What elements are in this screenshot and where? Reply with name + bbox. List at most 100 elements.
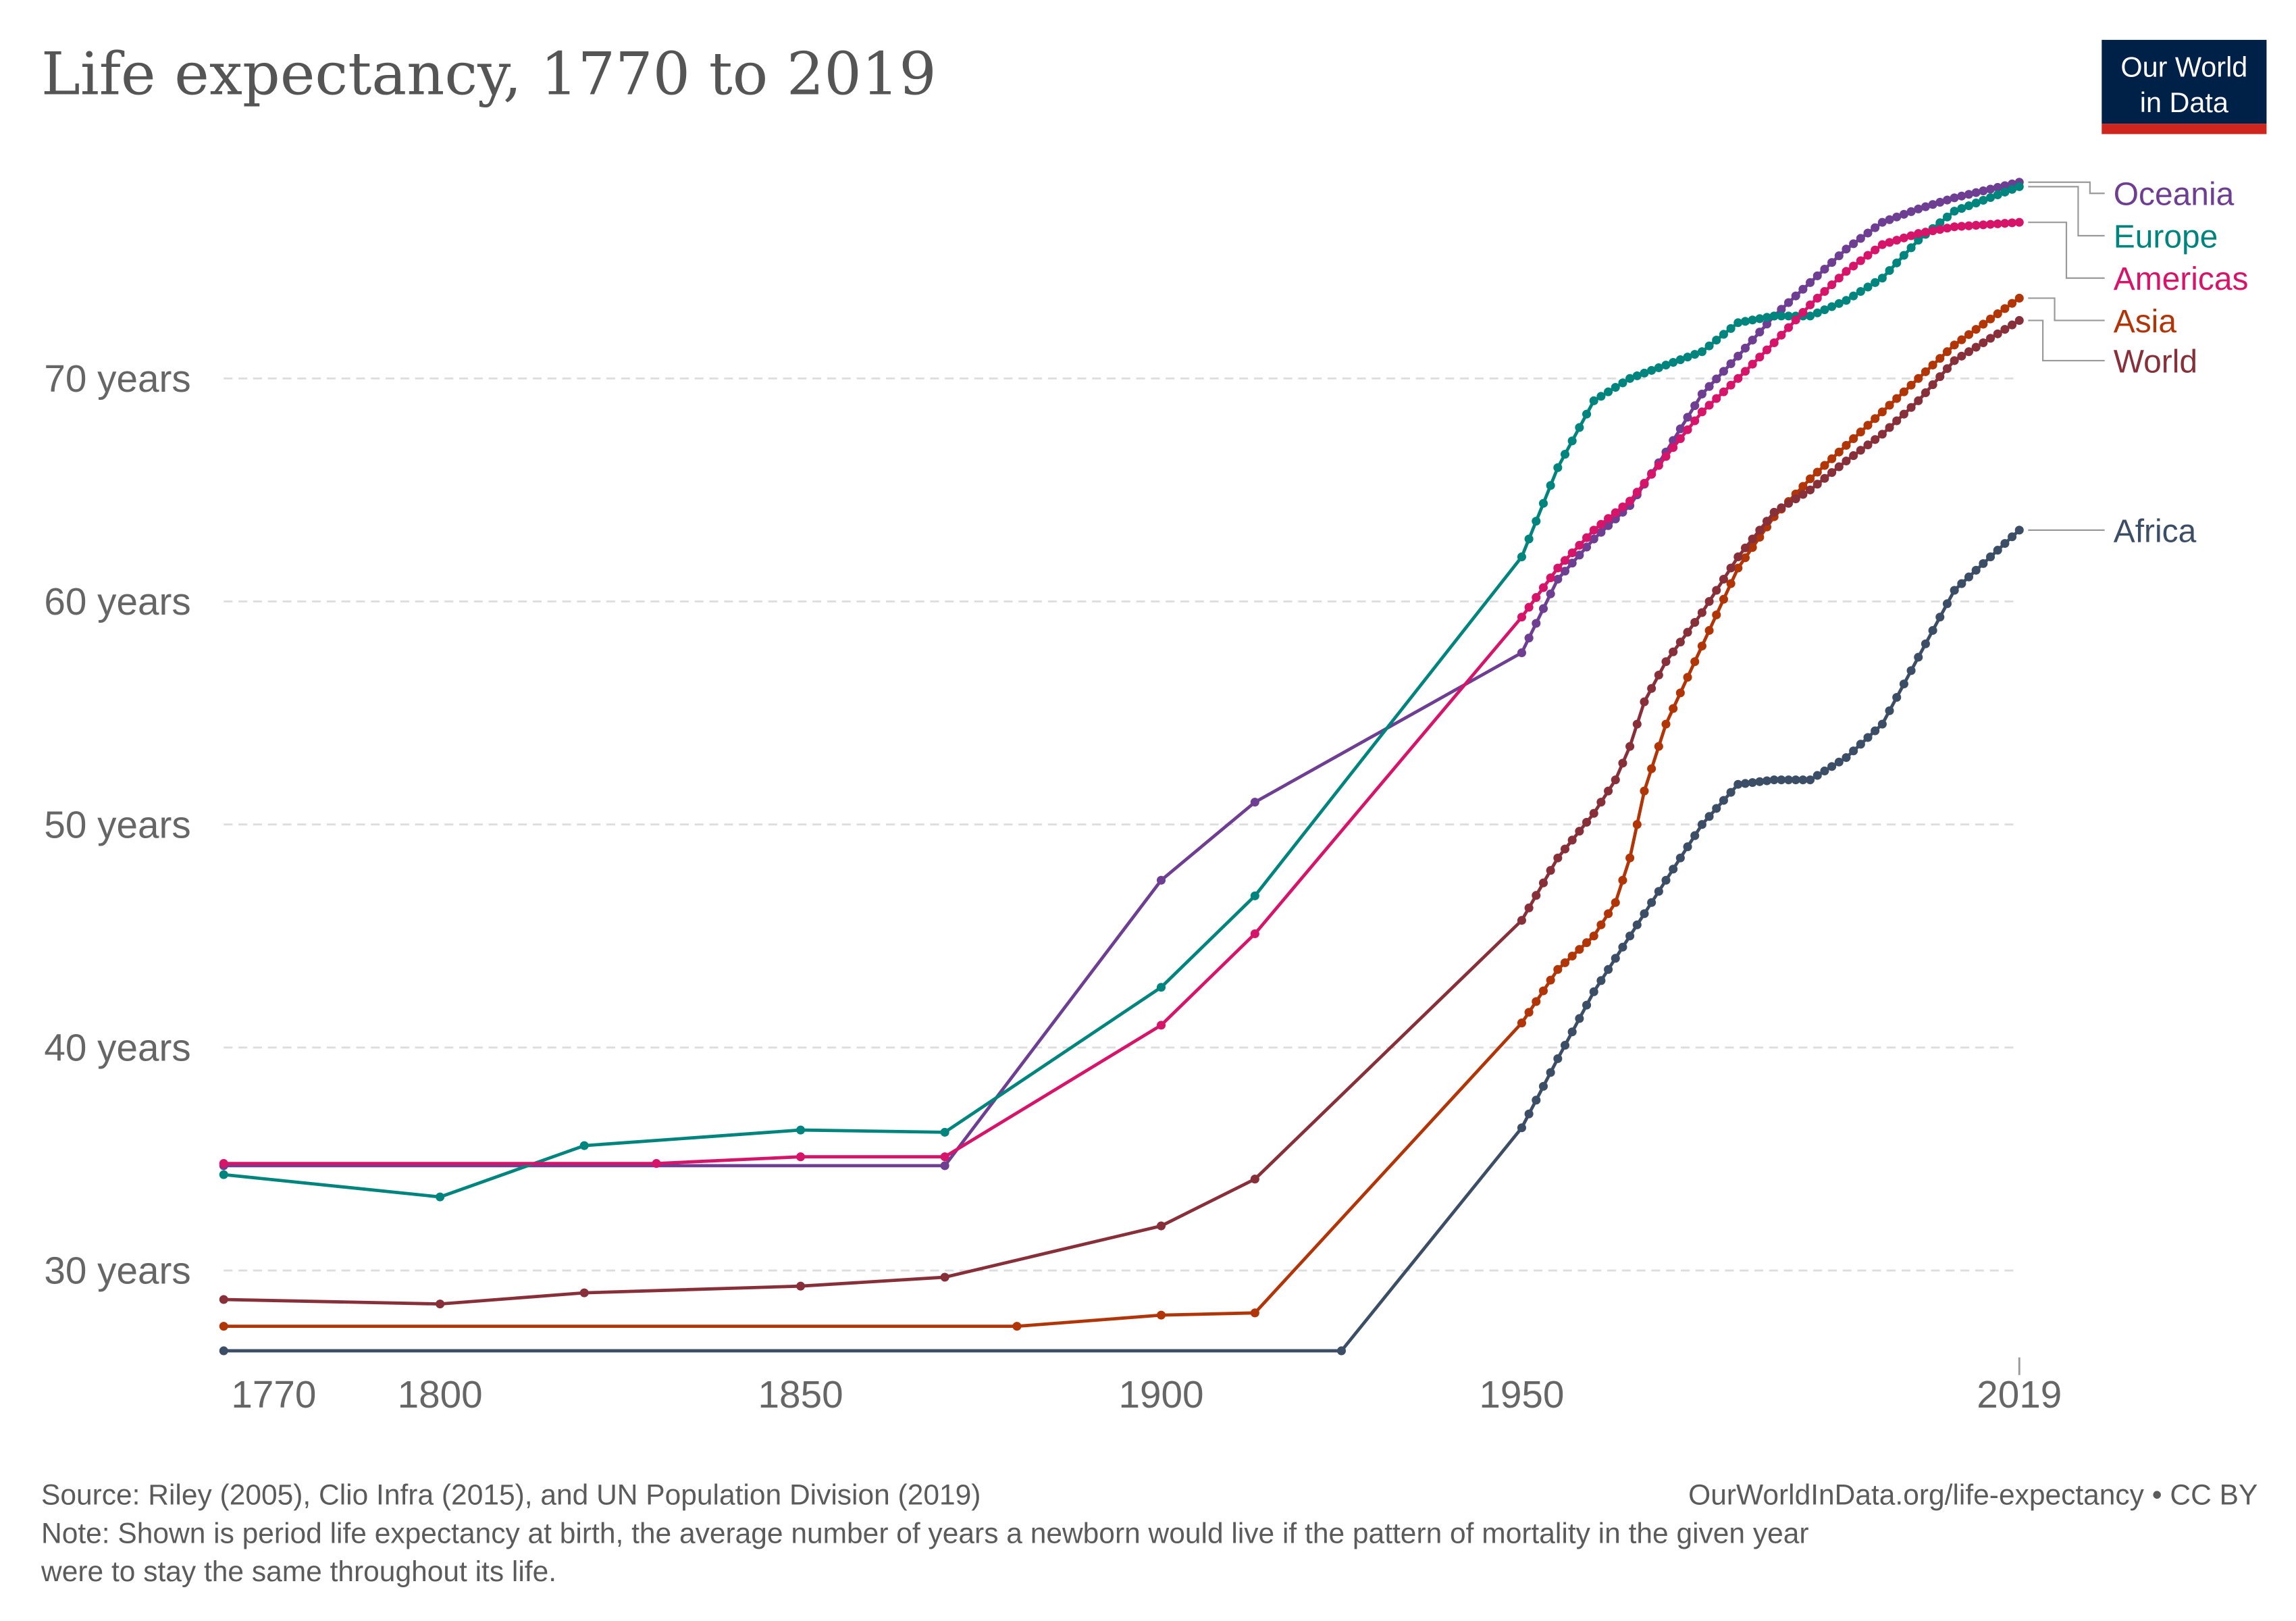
data-point xyxy=(1842,245,1851,254)
series-line xyxy=(224,180,2020,1168)
data-point xyxy=(1935,218,1945,228)
series-lines xyxy=(219,178,2024,1356)
data-point xyxy=(1582,409,1592,419)
data-point xyxy=(1849,261,1858,271)
series-americas xyxy=(219,217,2024,1168)
series-labels: Oceania Europe Americas Asia World Africa xyxy=(2028,177,2249,549)
data-point xyxy=(1921,388,1930,397)
data-point xyxy=(1842,440,1851,450)
data-point xyxy=(1820,264,1829,274)
data-point xyxy=(1654,887,1663,896)
data-point xyxy=(1517,1019,1526,1028)
data-point xyxy=(1979,559,1988,568)
data-point xyxy=(1791,494,1800,504)
data-point xyxy=(1675,424,1685,434)
data-point xyxy=(1950,356,1959,365)
chart-title: Life expectancy, 1770 to 2019 xyxy=(41,40,937,109)
data-point xyxy=(1906,380,1916,390)
data-point xyxy=(1733,779,1743,789)
data-point xyxy=(1532,891,1541,900)
data-point xyxy=(1942,364,1952,374)
data-point xyxy=(1719,594,1728,604)
data-point xyxy=(1661,875,1671,885)
data-point xyxy=(1906,666,1916,675)
data-point xyxy=(1517,613,1526,622)
data-point xyxy=(1755,777,1765,786)
data-point xyxy=(1806,474,1815,484)
data-point xyxy=(1690,831,1700,840)
data-point xyxy=(1935,613,1945,622)
data-point xyxy=(1712,804,1721,813)
data-point xyxy=(1647,764,1656,773)
data-point xyxy=(1993,219,2002,228)
y-axis: 30 years 40 years 50 years 60 years 70 years xyxy=(44,358,190,1293)
data-point xyxy=(1683,842,1692,852)
data-point xyxy=(1769,338,1779,348)
data-point xyxy=(1798,284,1808,294)
data-point xyxy=(1632,719,1642,729)
data-point xyxy=(1733,563,1743,573)
data-point xyxy=(1611,954,1620,963)
data-point xyxy=(1625,853,1635,863)
data-point xyxy=(1812,480,1822,489)
data-point xyxy=(1575,827,1584,836)
logo-line1: Our World xyxy=(2120,52,2247,83)
label-asia: Asia xyxy=(2028,297,2176,340)
data-point xyxy=(1538,583,1548,592)
data-point xyxy=(1675,688,1685,698)
data-point xyxy=(1719,796,1728,805)
data-point xyxy=(1156,1221,1166,1231)
data-point xyxy=(1899,679,1908,689)
data-point xyxy=(2008,184,2017,194)
data-point xyxy=(2014,217,2024,227)
data-point xyxy=(1762,313,1772,322)
data-point xyxy=(1611,898,1620,907)
data-point xyxy=(1957,191,1966,201)
data-point xyxy=(1546,589,1555,598)
data-point xyxy=(1546,975,1555,985)
data-point xyxy=(1885,423,1894,432)
data-point xyxy=(1849,746,1858,756)
data-point xyxy=(1950,340,1959,350)
data-point xyxy=(1942,599,1952,609)
data-point xyxy=(1906,207,1916,216)
data-point xyxy=(1156,1310,1166,1320)
data-point xyxy=(1726,563,1736,573)
data-point xyxy=(1820,305,1829,315)
data-point xyxy=(1798,482,1808,491)
data-point xyxy=(1986,184,1995,194)
data-point xyxy=(1560,450,1570,459)
data-point xyxy=(1806,485,1815,494)
data-point xyxy=(2008,532,2017,542)
data-point xyxy=(1827,454,1837,463)
data-point xyxy=(1748,359,1757,369)
data-point xyxy=(1856,740,1865,749)
data-point xyxy=(1661,452,1671,461)
data-point xyxy=(1336,1346,1347,1356)
data-point xyxy=(1777,775,1786,785)
data-point xyxy=(1697,407,1706,417)
source-url[interactable]: OurWorldInData.org/life-expectancy • CC … xyxy=(1688,1480,2258,1512)
data-point xyxy=(1733,318,1743,328)
data-point xyxy=(1582,817,1592,827)
data-point xyxy=(1748,543,1757,552)
data-point xyxy=(940,1161,949,1170)
data-point xyxy=(1755,525,1765,535)
data-point xyxy=(219,1295,228,1304)
data-point xyxy=(1704,341,1714,351)
data-point xyxy=(1740,553,1750,563)
data-point xyxy=(1979,186,1988,196)
data-point xyxy=(2014,315,2024,326)
data-point xyxy=(1553,563,1563,573)
data-point xyxy=(1596,976,1606,985)
data-point xyxy=(1950,222,1959,232)
data-point xyxy=(1769,311,1779,321)
series-asia xyxy=(219,293,2024,1331)
data-point xyxy=(1827,258,1837,267)
owid-logo: Our World in Data xyxy=(2102,40,2267,134)
data-point xyxy=(2000,539,2010,548)
data-point xyxy=(1632,920,1642,929)
data-point xyxy=(1596,392,1606,401)
data-point xyxy=(1871,245,1880,255)
